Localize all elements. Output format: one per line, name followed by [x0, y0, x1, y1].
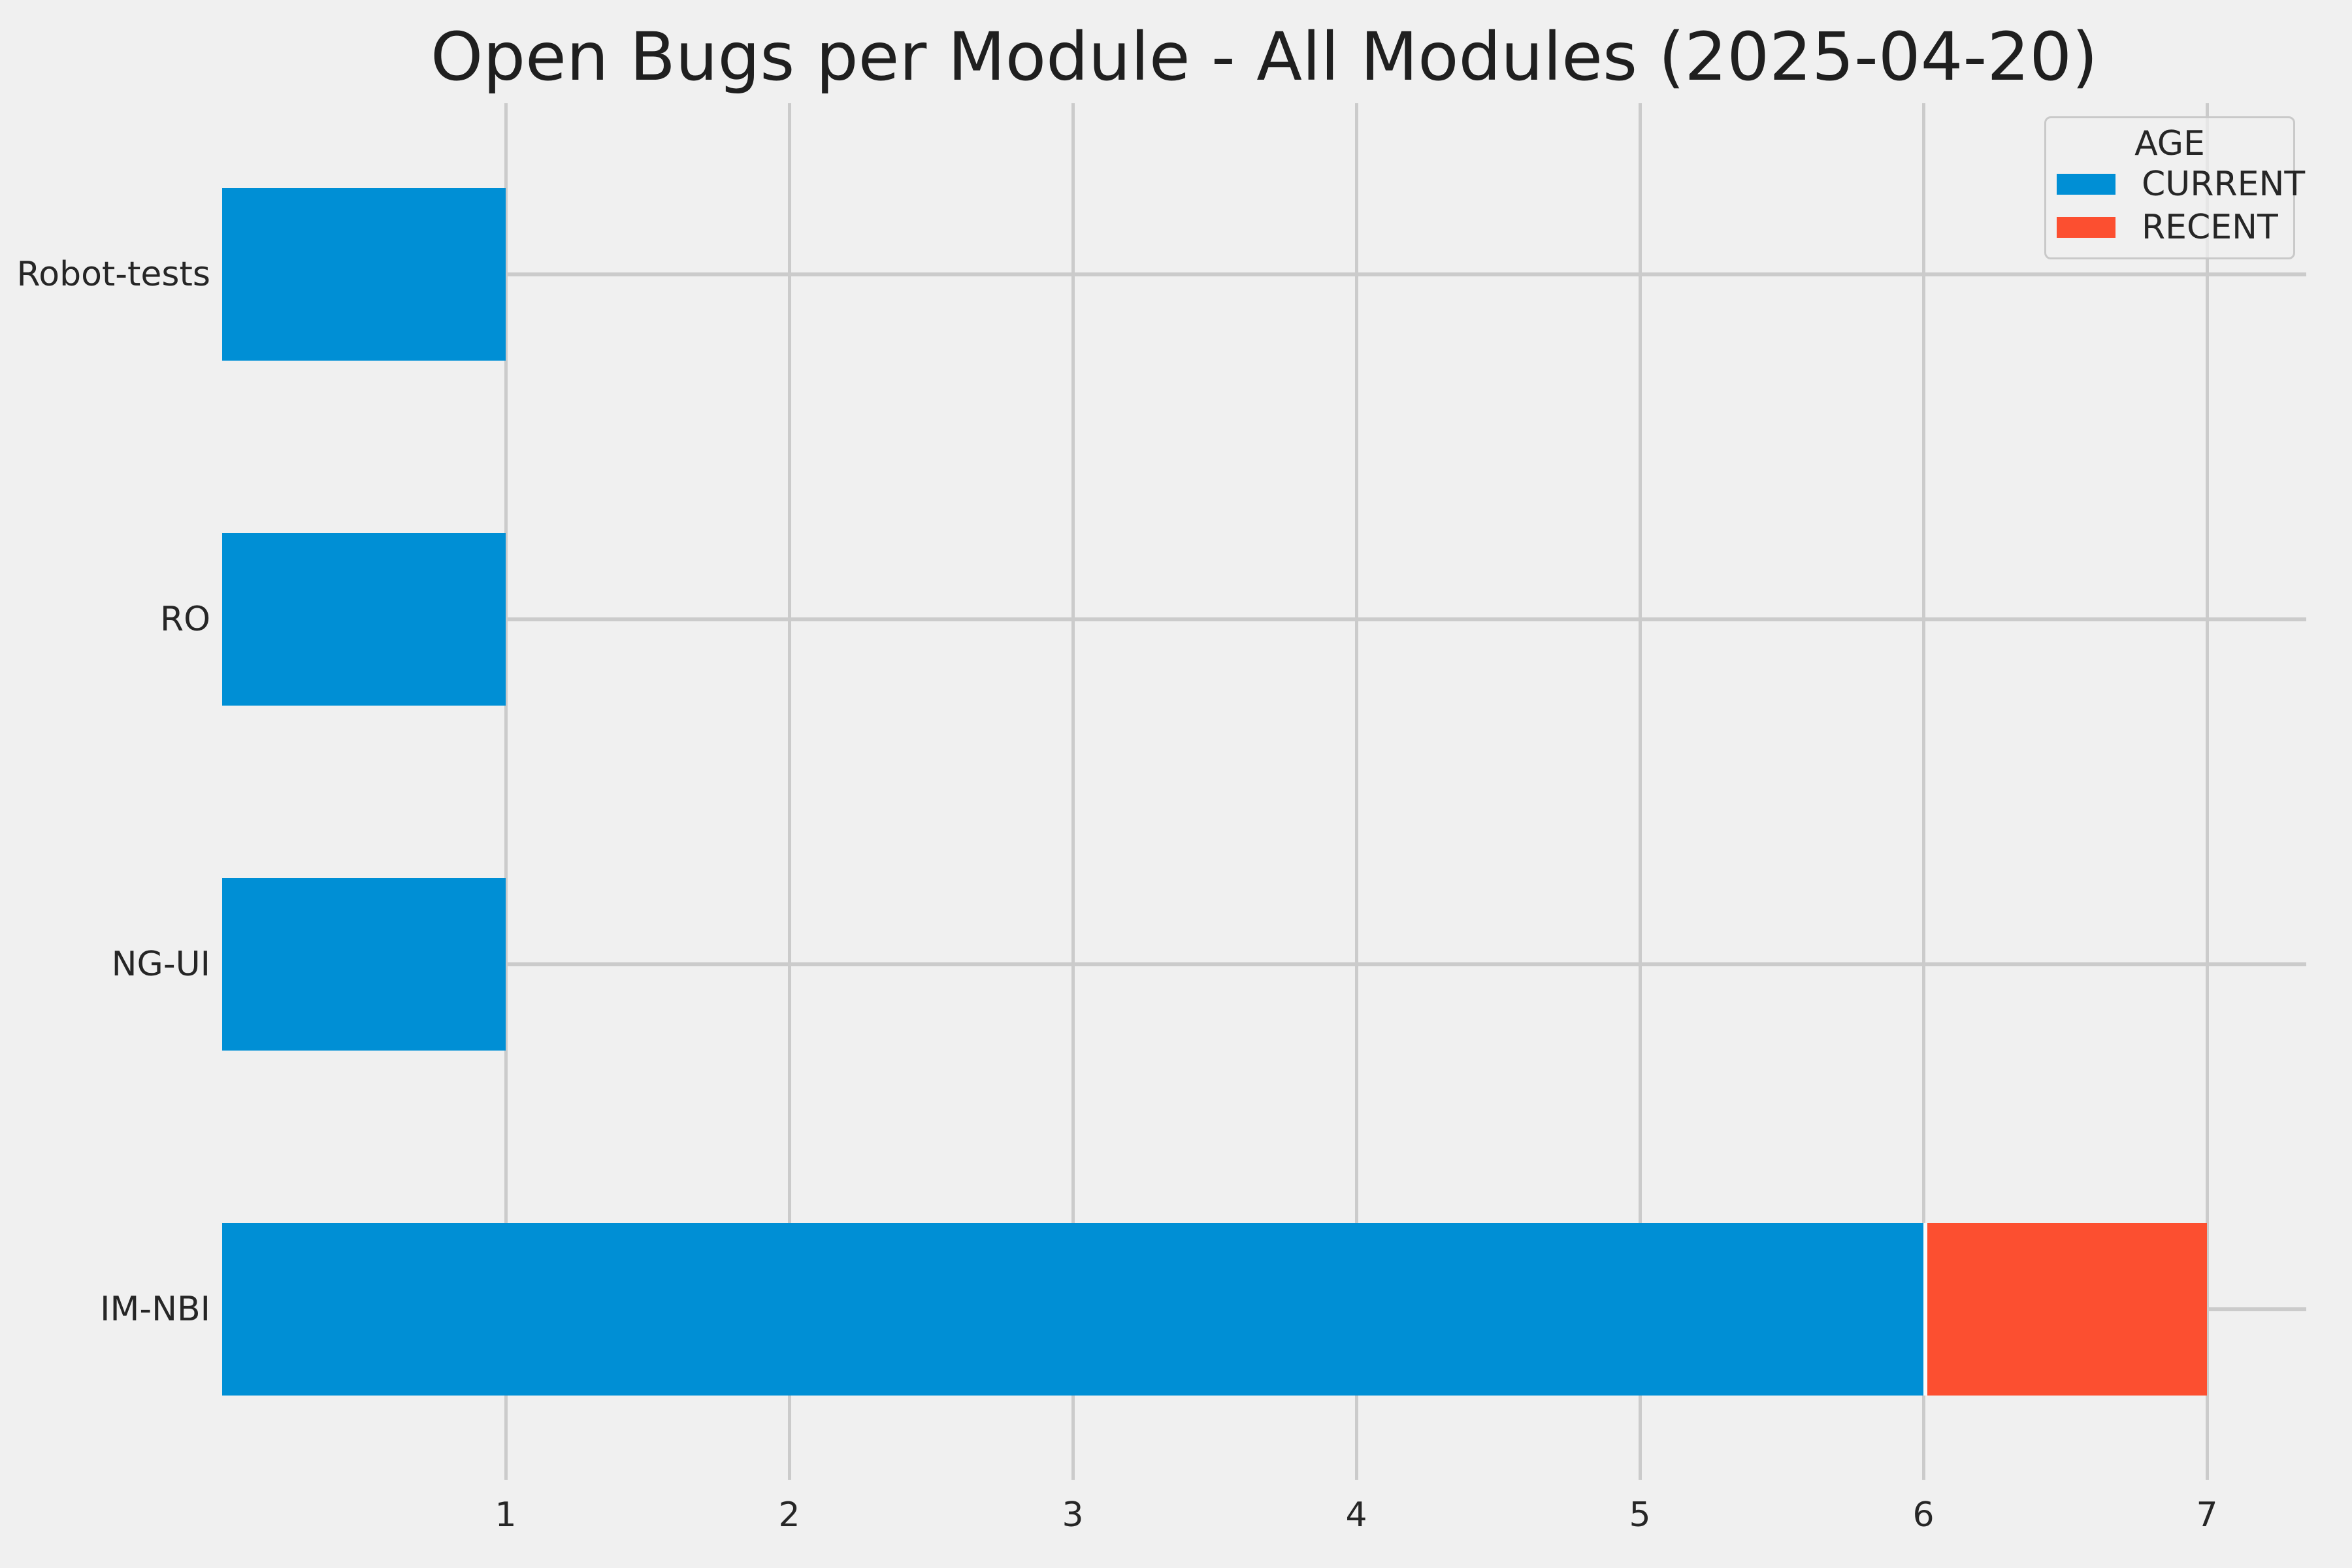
legend-row-current: CURRENT: [2046, 163, 2305, 206]
x-tick-label-4: 4: [1345, 1495, 1367, 1535]
vertical-gridline-5: [1639, 103, 1642, 1480]
chart-title: Open Bugs per Module - All Modules (2025…: [431, 18, 2098, 96]
vertical-gridline-3: [1071, 103, 1075, 1480]
legend-rows: CURRENT RECENT: [2046, 163, 2305, 249]
bar-segment-current-RO: [222, 533, 506, 706]
legend-title: AGE: [2134, 124, 2205, 163]
legend-swatch-current: [2057, 174, 2115, 195]
vertical-gridline-2: [788, 103, 791, 1480]
x-tick-label-2: 2: [778, 1495, 800, 1535]
vertical-gridline-1: [504, 103, 508, 1480]
bar-segment-current-IM-NBI: [222, 1223, 1923, 1396]
horizontal-gridline-NG-UI: [222, 962, 2306, 966]
x-tick-label-5: 5: [1629, 1495, 1651, 1535]
bar-segment-current-NG-UI: [222, 878, 506, 1051]
y-tick-label-Robot-tests: Robot-tests: [16, 255, 210, 294]
legend-swatch-recent: [2057, 217, 2115, 238]
y-tick-label-RO: RO: [159, 600, 210, 639]
bar-segment-recent-IM-NBI: [1923, 1223, 2207, 1396]
legend-row-recent: RECENT: [2046, 206, 2293, 249]
bar-segment-current-Robot-tests: [222, 188, 506, 361]
vertical-gridline-6: [1922, 103, 1925, 1480]
y-tick-label-IM-NBI: IM-NBI: [100, 1290, 210, 1329]
x-tick-label-6: 6: [1912, 1495, 1935, 1535]
y-tick-label-NG-UI: NG-UI: [111, 945, 210, 984]
vertical-gridline-7: [2206, 103, 2209, 1480]
legend-label-current: CURRENT: [2142, 165, 2306, 204]
horizontal-gridline-Robot-tests: [222, 272, 2306, 276]
plot-area: [222, 103, 2306, 1480]
x-tick-label-1: 1: [495, 1495, 517, 1535]
x-tick-label-7: 7: [2196, 1495, 2218, 1535]
vertical-gridline-4: [1355, 103, 1358, 1480]
legend-label-recent: RECENT: [2142, 208, 2278, 247]
horizontal-gridline-RO: [222, 617, 2306, 621]
legend-box: AGE CURRENT RECENT: [2044, 116, 2305, 259]
x-tick-label-3: 3: [1062, 1495, 1084, 1535]
